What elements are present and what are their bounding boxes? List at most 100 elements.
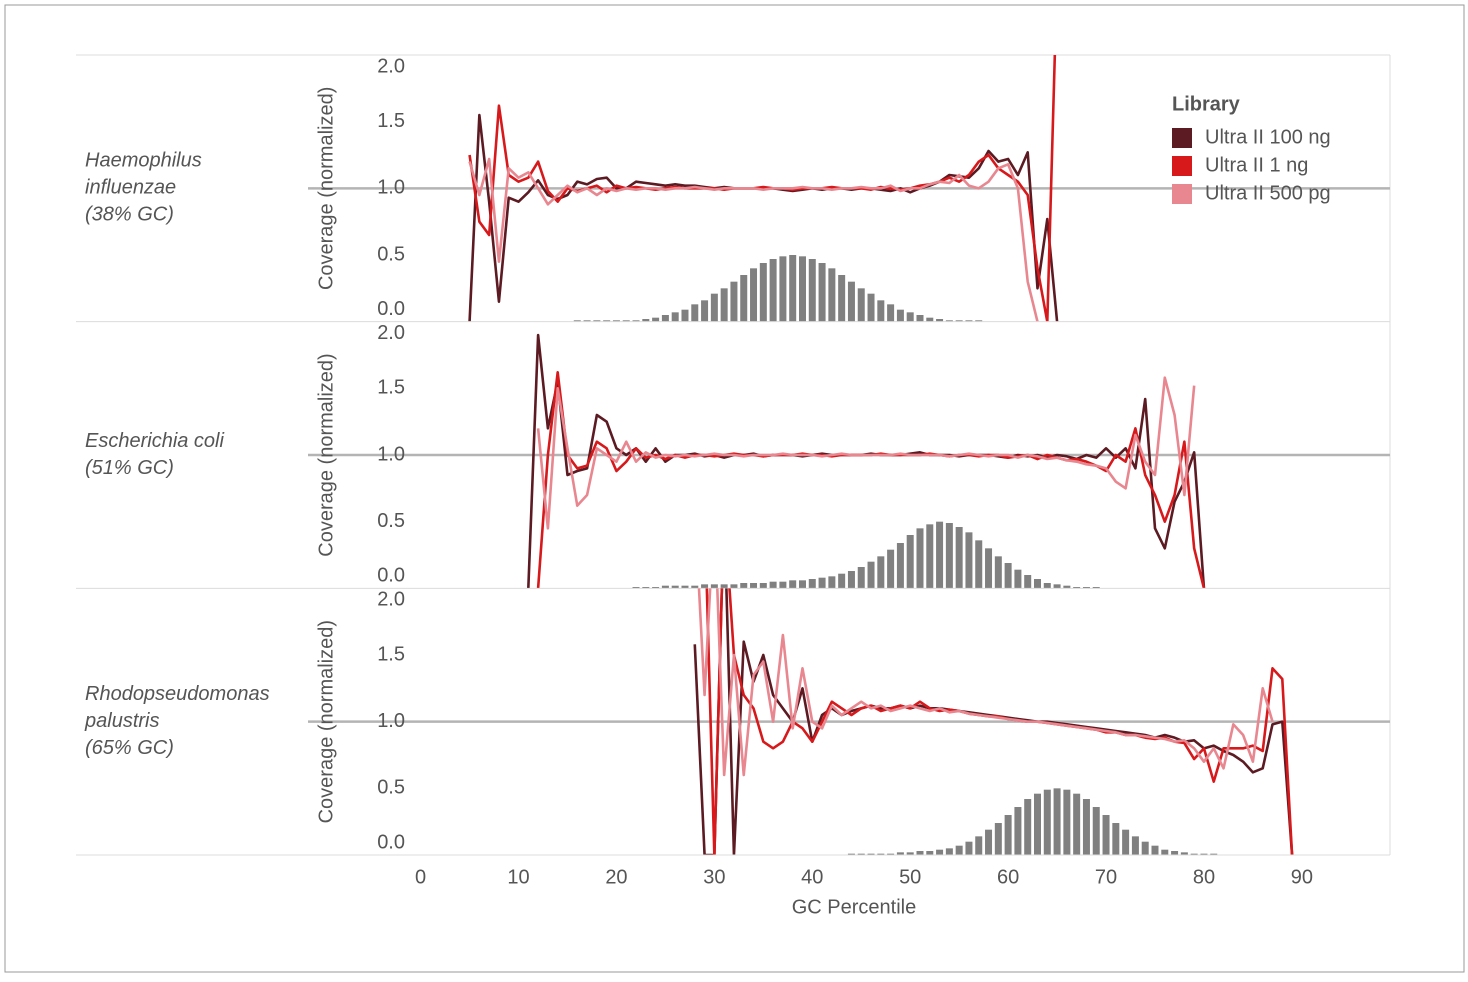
histogram-bar [701,300,709,322]
histogram-bar [1112,823,1120,856]
histogram-bar [740,275,748,322]
histogram-bar [750,268,758,322]
histogram-bar [994,556,1002,589]
row-label: Haemophilus [85,150,202,172]
histogram-bar [965,841,973,856]
x-tick-label: 60 [997,866,1019,888]
histogram-bar [1092,807,1100,856]
y-axis-label: Coverage (normalized) [315,620,337,823]
histogram-bar [740,583,748,589]
x-tick-label: 80 [1193,866,1215,888]
series-line [468,157,1039,322]
histogram-bar [808,579,816,589]
x-tick-label: 20 [605,866,627,888]
histogram-bar [632,587,640,589]
histogram-bar [573,320,581,322]
row-label: Escherichia coli [85,430,225,452]
histogram-bar [1171,851,1179,856]
histogram-bar [906,312,914,322]
y-tick-label: 1.5 [377,110,405,132]
histogram-bar [642,587,650,589]
histogram-bar [750,583,758,589]
y-tick-label: 1.5 [377,377,405,399]
row-label: Rhodopseudomonas [85,683,270,705]
series-line [468,55,1057,322]
histogram-bar [720,288,728,322]
histogram-bar [818,263,826,322]
y-tick-label: 0.5 [377,510,405,532]
histogram-bar [877,300,885,322]
legend-swatch [1172,184,1192,204]
histogram-bar [906,852,914,856]
y-tick-label: 2.0 [377,55,405,77]
y-tick-label: 2.0 [377,589,405,611]
histogram-bar [789,255,797,322]
histogram-bar [701,584,709,589]
histogram-bar [975,540,983,589]
histogram-bar [691,304,699,322]
y-tick-label: 2.0 [377,322,405,344]
histogram-bar [975,320,983,322]
legend-label: Ultra II 500 pg [1205,182,1331,204]
histogram-bar [887,549,895,589]
histogram-bar [1033,793,1041,856]
histogram-bar [828,576,836,589]
histogram-bar [1092,587,1100,589]
histogram-bar [730,281,738,322]
histogram-bar [632,320,640,322]
histogram-bar [603,320,611,322]
histogram-bar [759,583,767,589]
histogram-bar [857,853,865,856]
histogram-bar [1161,849,1169,856]
histogram-bar [1063,585,1071,589]
histogram-bar [1122,829,1130,856]
histogram-bar [945,523,953,589]
histogram-bar [1180,852,1188,856]
histogram-bar [779,256,787,322]
histogram-bar [1082,587,1090,589]
histogram-bar [916,315,924,322]
histogram-bar [896,852,904,856]
histogram-bar [1063,789,1071,856]
y-tick-label: 0.0 [377,831,405,853]
histogram-bar [652,587,660,589]
legend-swatch [1172,156,1192,176]
y-tick-label: 1.0 [377,177,405,199]
histogram-bar [847,571,855,589]
histogram-bar [652,317,660,322]
histogram-bar [1141,841,1149,856]
histogram-bar [877,853,885,856]
series-line [697,588,1274,777]
histogram-bar [681,585,689,589]
histogram-bar [916,851,924,856]
histogram-bar [1024,575,1032,589]
histogram-bar [769,259,777,322]
x-axis-label: GC Percentile [792,896,917,918]
row-label: (38% GC) [85,204,174,226]
histogram-bar [955,845,963,856]
histogram-bar [681,309,689,322]
histogram-bar [906,535,914,589]
x-tick-label: 70 [1095,866,1117,888]
row-label: palustris [84,710,159,732]
histogram-bar [1073,587,1081,589]
histogram-bar [1043,789,1051,856]
histogram-bar [936,849,944,856]
histogram-bar [985,548,993,589]
histogram-bar [1073,793,1081,856]
y-tick-label: 0.5 [377,777,405,799]
histogram-bar [710,584,718,589]
histogram-bar [916,528,924,589]
histogram-bar [808,259,816,322]
histogram-bar [730,584,738,589]
histogram-bar [926,524,934,589]
histogram-bar [661,585,669,589]
histogram-bar [867,293,875,322]
histogram-bar [710,293,718,322]
histogram-bar [798,256,806,322]
histogram-bar [769,581,777,589]
histogram-bar [583,320,591,322]
y-axis-label: Coverage (normalized) [315,353,337,556]
x-tick-label: 10 [507,866,529,888]
